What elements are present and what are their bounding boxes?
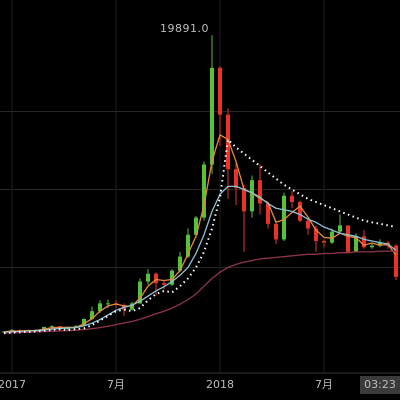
candle-body [186, 234, 190, 257]
x-tick-label: 2018 [206, 378, 234, 391]
candle-body [274, 223, 278, 240]
x-tick-label: 7月 [107, 378, 125, 391]
candle-body [330, 231, 334, 243]
x-tick-label: 03:23 [364, 378, 396, 391]
candle-body [290, 195, 294, 202]
candle-body [298, 201, 302, 221]
candle-body [106, 303, 110, 305]
candle-body [306, 220, 310, 229]
candle-body [90, 311, 94, 319]
candle-body [226, 114, 230, 170]
candle-body [170, 270, 174, 285]
candle-body [202, 164, 206, 218]
x-tick-label: 7月 [315, 378, 333, 391]
candle-body [282, 195, 286, 240]
candle-body [154, 273, 158, 284]
candle-body [50, 326, 54, 328]
candle-body [178, 256, 182, 271]
candle-body [394, 245, 398, 277]
candle-body [370, 245, 374, 248]
x-tick-label: 2017 [0, 378, 26, 391]
candle-body [314, 228, 318, 241]
candle-body [362, 236, 366, 248]
candle-body [210, 67, 214, 165]
candle-body [322, 240, 326, 243]
candle-body [266, 203, 270, 224]
candle-body [242, 187, 246, 212]
max-annotation: 19891.0 [160, 22, 209, 35]
candle-body [234, 169, 238, 188]
candle-body [98, 303, 102, 312]
candle-body [258, 180, 262, 204]
candle-body [354, 236, 358, 252]
indicator-line [3, 185, 397, 333]
candle-body [146, 273, 150, 282]
candle-body [346, 225, 350, 252]
indicator-line [3, 137, 397, 335]
candle-body [378, 242, 382, 246]
candle-body [338, 225, 342, 232]
candle-body [250, 180, 254, 212]
candle-body [138, 281, 142, 304]
candle-body [74, 325, 78, 327]
candle-body [42, 326, 46, 330]
x-label-highlight [360, 376, 400, 394]
candle-body [194, 217, 198, 235]
candle-body [82, 318, 86, 326]
candle-body [162, 283, 166, 285]
candle-body [218, 67, 222, 115]
